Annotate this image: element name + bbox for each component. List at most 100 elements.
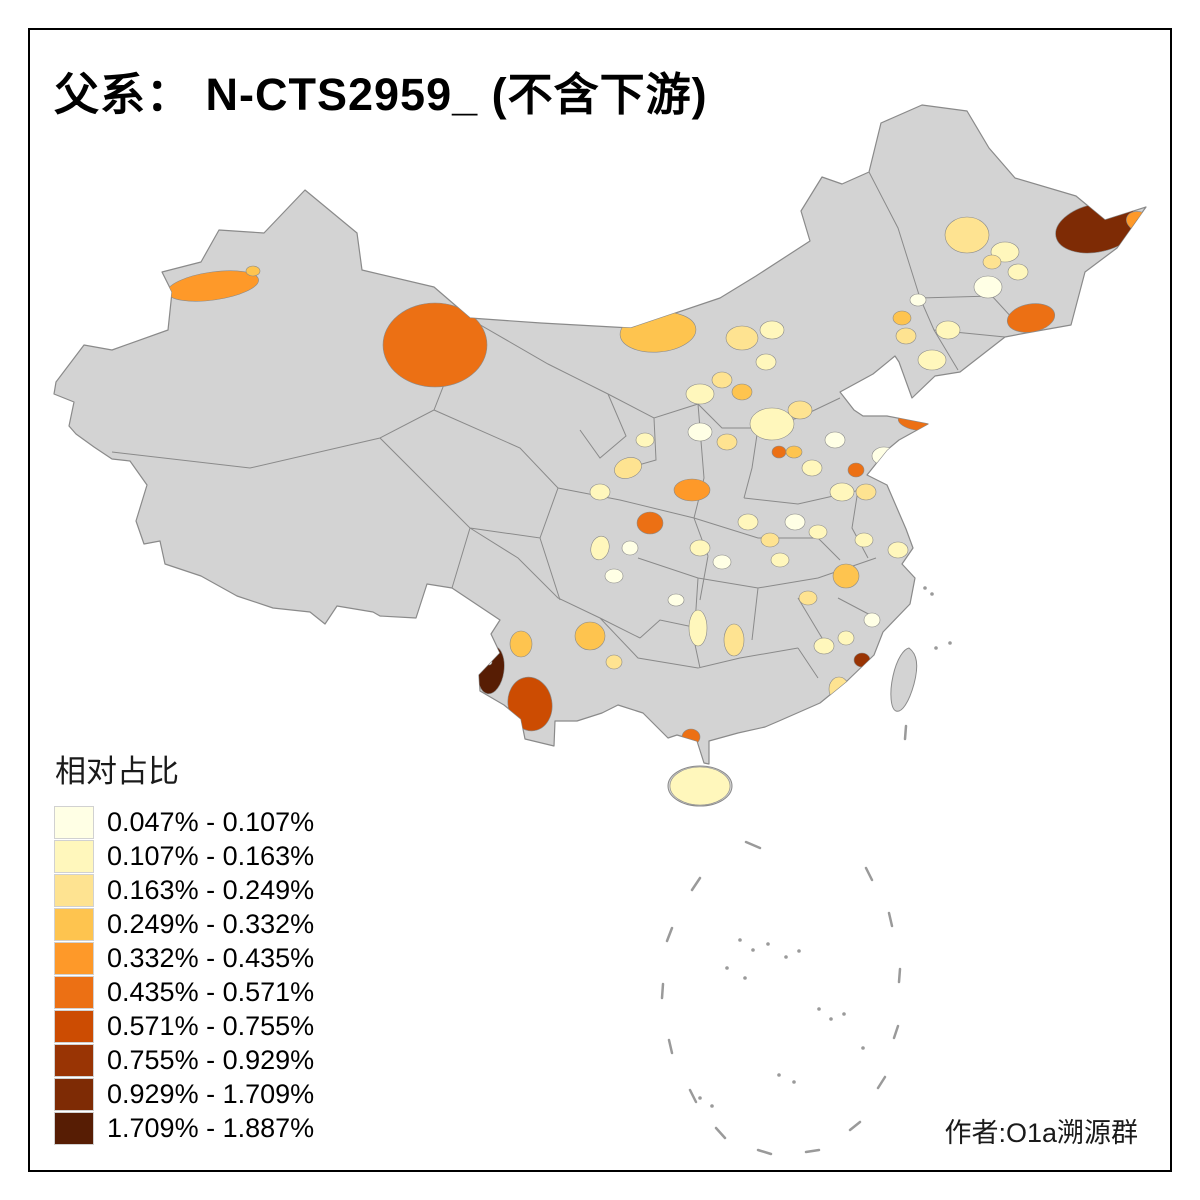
legend-label: 0.929% - 1.709% bbox=[107, 1079, 315, 1109]
map-region bbox=[798, 590, 818, 606]
map-region bbox=[669, 766, 731, 806]
map-region bbox=[1007, 263, 1029, 281]
map-region bbox=[853, 652, 871, 668]
map-region bbox=[771, 445, 787, 459]
map-region bbox=[973, 275, 1003, 299]
map-region bbox=[944, 216, 990, 254]
map-region bbox=[725, 325, 759, 351]
map-region bbox=[837, 630, 855, 646]
legend-label: 1.709% - 1.887% bbox=[107, 1113, 315, 1143]
legend-item: 0.332% - 0.435% bbox=[54, 942, 315, 975]
map-region bbox=[770, 552, 790, 568]
legend-item: 1.709% - 1.887% bbox=[54, 1112, 315, 1145]
legend-label: 0.571% - 0.755% bbox=[107, 1011, 315, 1041]
map-region bbox=[854, 532, 874, 548]
legend-label: 0.107% - 0.163% bbox=[107, 841, 315, 871]
map-region bbox=[604, 568, 624, 584]
legend-label: 0.435% - 0.571% bbox=[107, 977, 315, 1007]
legend-swatch bbox=[54, 840, 94, 873]
legend-item: 0.929% - 1.709% bbox=[54, 1078, 315, 1111]
legend-swatch bbox=[54, 874, 94, 907]
legend-items: 0.047% - 0.107% 0.107% - 0.163% 0.163% - 0… bbox=[54, 806, 315, 1145]
legend-swatch bbox=[54, 942, 94, 975]
sea-boundary-dashes bbox=[660, 724, 908, 1156]
legend-label: 0.755% - 0.929% bbox=[107, 1045, 315, 1075]
legend: 相对占比 0.047% - 0.107% 0.107% - 0.163% 0.163… bbox=[54, 746, 315, 1147]
map-region bbox=[887, 541, 909, 559]
map-region bbox=[685, 383, 715, 405]
map-region bbox=[787, 400, 813, 420]
legend-swatch bbox=[54, 976, 94, 1009]
map-region bbox=[667, 593, 685, 607]
map-region bbox=[712, 554, 732, 570]
map-regions bbox=[167, 202, 1146, 806]
map-region bbox=[931, 381, 953, 399]
legend-title: 相对占比 bbox=[55, 754, 179, 789]
legend-item: 0.249% - 0.332% bbox=[54, 908, 315, 941]
map-title: 父系： N-CTS2959_ (不含下游) bbox=[54, 69, 708, 120]
legend-item: 0.047% - 0.107% bbox=[54, 806, 315, 839]
legend-item: 0.755% - 0.929% bbox=[54, 1044, 315, 1077]
map-region bbox=[784, 513, 806, 531]
map-region bbox=[614, 457, 642, 479]
map-region bbox=[909, 293, 927, 307]
map-region bbox=[673, 478, 711, 502]
map-region bbox=[635, 432, 655, 448]
legend-label: 0.249% - 0.332% bbox=[107, 909, 315, 939]
map-region bbox=[716, 433, 738, 451]
china-mainland bbox=[53, 104, 1147, 765]
legend-item: 0.107% - 0.163% bbox=[54, 840, 315, 873]
map-region bbox=[749, 407, 795, 441]
map-region bbox=[737, 513, 759, 531]
legend-label: 0.332% - 0.435% bbox=[107, 943, 315, 973]
map-region bbox=[906, 555, 922, 569]
map-region bbox=[892, 310, 912, 326]
author-credit: 作者:O1a溯源群 bbox=[944, 1118, 1138, 1148]
legend-swatch bbox=[54, 908, 94, 941]
map-region bbox=[863, 612, 881, 628]
map-region bbox=[509, 630, 533, 658]
map-region bbox=[755, 353, 777, 371]
map-region bbox=[759, 320, 785, 340]
map-region bbox=[808, 524, 828, 540]
map-region bbox=[731, 383, 753, 401]
legend-label: 0.163% - 0.249% bbox=[107, 875, 315, 905]
legend-item: 0.435% - 0.571% bbox=[54, 976, 315, 1009]
map-region bbox=[590, 535, 610, 561]
map-region bbox=[935, 320, 961, 340]
map-region bbox=[605, 654, 623, 670]
map-region bbox=[871, 446, 897, 466]
map-region bbox=[589, 483, 611, 501]
map-region bbox=[621, 540, 639, 556]
legend-label: 0.047% - 0.107% bbox=[107, 807, 315, 837]
legend-swatch bbox=[54, 806, 94, 839]
map-region bbox=[824, 431, 846, 449]
map-region bbox=[687, 422, 713, 442]
map-region bbox=[813, 637, 835, 655]
map-region bbox=[723, 623, 745, 657]
map-region bbox=[688, 609, 708, 647]
map-region bbox=[847, 462, 865, 478]
map-region bbox=[829, 482, 855, 502]
map-region bbox=[636, 511, 664, 535]
legend-item: 0.163% - 0.249% bbox=[54, 874, 315, 907]
map-region bbox=[785, 445, 803, 459]
map-region bbox=[982, 254, 1002, 270]
legend-swatch bbox=[54, 1010, 94, 1043]
map-region bbox=[382, 302, 488, 388]
map-region bbox=[500, 736, 518, 752]
map-region bbox=[574, 621, 606, 651]
map-region bbox=[689, 539, 711, 557]
map-region bbox=[828, 676, 850, 702]
legend-swatch bbox=[54, 1078, 94, 1111]
map-region bbox=[801, 459, 823, 477]
map-region bbox=[760, 532, 780, 548]
map-region bbox=[832, 563, 860, 589]
legend-swatch bbox=[54, 1112, 94, 1145]
legend-swatch bbox=[54, 1044, 94, 1077]
taiwan-island bbox=[890, 647, 918, 712]
map-region bbox=[917, 349, 947, 371]
legend-item: 0.571% - 0.755% bbox=[54, 1010, 315, 1043]
map-region bbox=[855, 483, 877, 501]
